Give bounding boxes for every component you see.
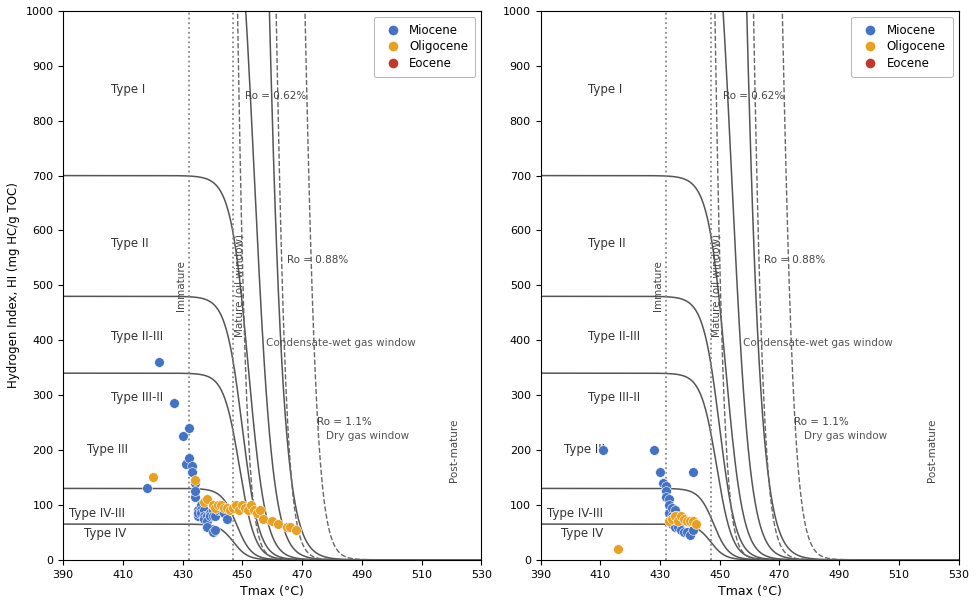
Text: V-1: V-1 [440, 27, 465, 42]
Text: Type IV: Type IV [561, 527, 604, 540]
Text: Mature (oil window): Mature (oil window) [234, 234, 244, 337]
Text: Ro = 0.62%: Ro = 0.62% [722, 91, 784, 101]
Text: Type IV-III: Type IV-III [69, 507, 125, 520]
Text: Type III: Type III [564, 443, 605, 456]
Text: Ro = 1.1%: Ro = 1.1% [794, 417, 849, 427]
Text: Type III-II: Type III-II [111, 391, 163, 404]
Text: Ro = 0.62%: Ro = 0.62% [245, 91, 306, 101]
X-axis label: Tmax (°C): Tmax (°C) [717, 585, 782, 598]
Text: Type III: Type III [87, 443, 128, 456]
Text: Type II-III: Type II-III [589, 330, 640, 343]
Text: Mature (oil window): Mature (oil window) [712, 234, 721, 337]
Text: Type II-III: Type II-III [111, 330, 163, 343]
Text: Type I: Type I [111, 83, 145, 96]
Text: Ro = 0.88%: Ro = 0.88% [287, 255, 348, 266]
Text: Type II: Type II [111, 237, 148, 250]
X-axis label: Tmax (°C): Tmax (°C) [240, 585, 305, 598]
Text: Immature: Immature [176, 260, 186, 311]
Text: Dry gas window: Dry gas window [803, 431, 886, 441]
Text: Type I: Type I [589, 83, 623, 96]
Text: Post-mature: Post-mature [449, 418, 460, 482]
Text: V-3: V-3 [917, 27, 942, 42]
Text: Post-mature: Post-mature [926, 418, 937, 482]
Text: Immature: Immature [654, 260, 664, 311]
Text: Type IV-III: Type IV-III [547, 507, 602, 520]
Text: Ro = 0.88%: Ro = 0.88% [764, 255, 826, 266]
Text: Dry gas window: Dry gas window [326, 431, 409, 441]
Text: Condensate-wet gas window: Condensate-wet gas window [266, 338, 416, 348]
Text: Type IV: Type IV [84, 527, 126, 540]
Legend: Miocene, Oligocene, Eocene: Miocene, Oligocene, Eocene [851, 17, 953, 77]
Y-axis label: Hydrogen Index, HI (mg HC/g TOC): Hydrogen Index, HI (mg HC/g TOC) [7, 183, 20, 388]
Text: Type III-II: Type III-II [589, 391, 640, 404]
Text: Type II: Type II [589, 237, 626, 250]
Text: Ro = 1.1%: Ro = 1.1% [317, 417, 372, 427]
Legend: Miocene, Oligocene, Eocene: Miocene, Oligocene, Eocene [374, 17, 475, 77]
Text: Condensate-wet gas window: Condensate-wet gas window [744, 338, 893, 348]
